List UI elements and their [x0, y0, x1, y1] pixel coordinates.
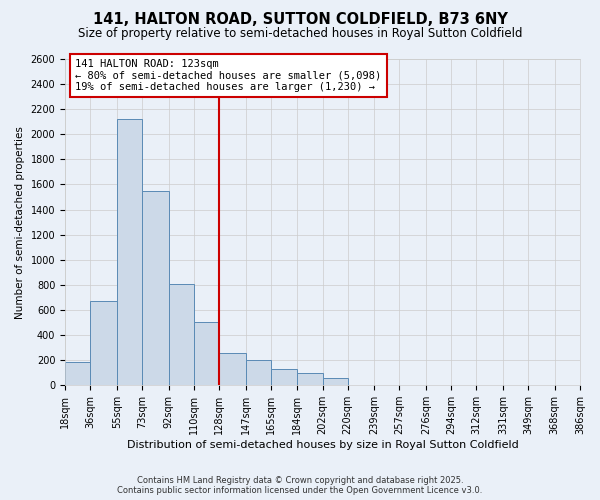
Bar [117, 119, 142, 385]
Bar [142, 190, 169, 385]
Bar [298, 374, 323, 385]
Bar [245, 360, 271, 385]
X-axis label: Distribution of semi-detached houses by size in Royal Sutton Coldfield: Distribution of semi-detached houses by … [127, 440, 518, 450]
Bar [219, 352, 245, 385]
Y-axis label: Number of semi-detached properties: Number of semi-detached properties [15, 126, 25, 318]
Text: Size of property relative to semi-detached houses in Royal Sutton Coldfield: Size of property relative to semi-detach… [78, 28, 522, 40]
Text: 141, HALTON ROAD, SUTTON COLDFIELD, B73 6NY: 141, HALTON ROAD, SUTTON COLDFIELD, B73 … [92, 12, 508, 28]
Bar [65, 362, 90, 385]
Text: Contains HM Land Registry data © Crown copyright and database right 2025.
Contai: Contains HM Land Registry data © Crown c… [118, 476, 482, 495]
Bar [476, 384, 503, 385]
Bar [348, 384, 374, 385]
Bar [271, 369, 298, 385]
Bar [169, 284, 194, 385]
Bar [323, 378, 348, 385]
Bar [194, 322, 219, 385]
Text: 141 HALTON ROAD: 123sqm
← 80% of semi-detached houses are smaller (5,098)
19% of: 141 HALTON ROAD: 123sqm ← 80% of semi-de… [76, 59, 382, 92]
Bar [90, 301, 117, 385]
